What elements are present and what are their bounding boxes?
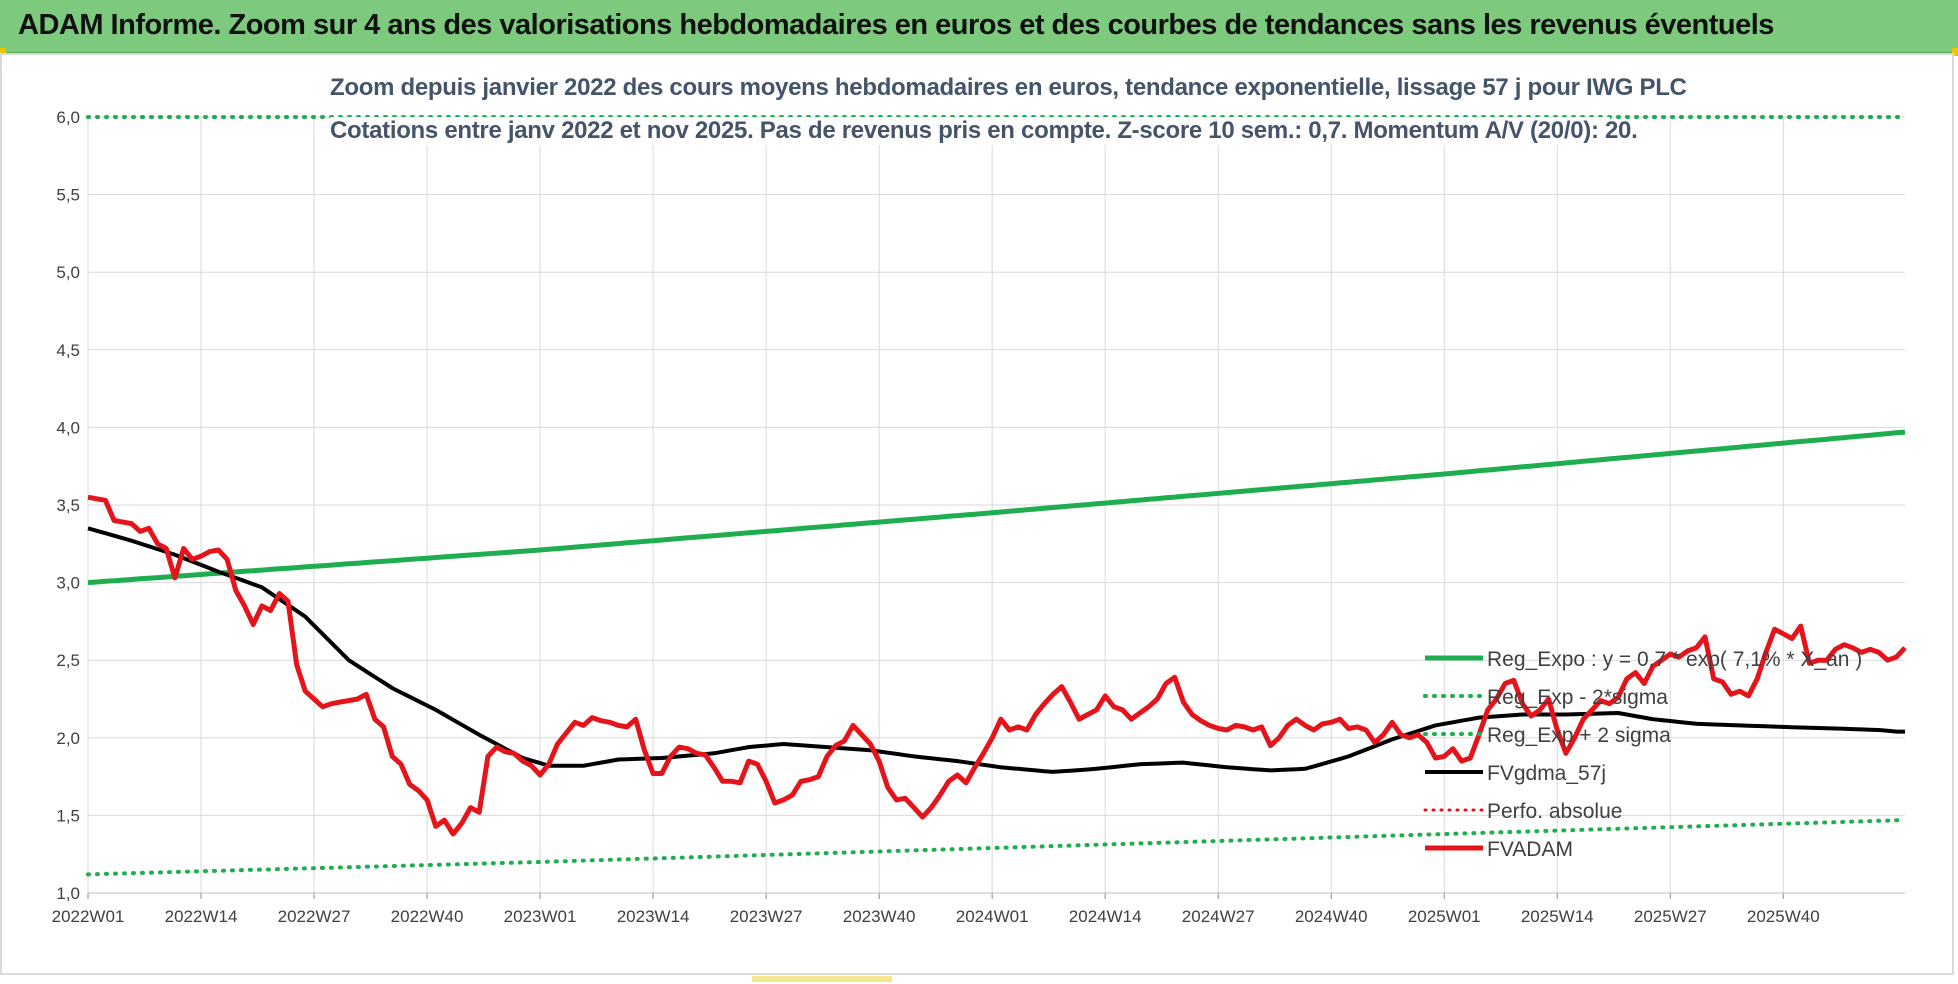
y-tick-label: 1,0 [56,884,80,903]
chart-subtitle: Cotations entre janv 2022 et nov 2025. P… [330,117,1638,145]
x-tick-label: 2025W40 [1747,907,1820,926]
x-tick-label: 2022W14 [165,907,238,926]
y-tick-label: 5,5 [56,186,80,205]
legend-label: Reg_Expo : y = 0,7 * exp( 7,1% * X_an ) [1487,648,1862,671]
y-tick-label: 3,5 [56,496,80,515]
x-tick-label: 2023W14 [617,907,690,926]
y-tick-label: 2,5 [56,651,80,670]
x-tick-label: 2025W14 [1521,907,1594,926]
x-tick-label: 2025W01 [1408,907,1481,926]
series-line-reg_expo-0 [87,429,1906,586]
legend-label: Reg_Exp + 2 sigma [1487,724,1671,747]
x-tick-label: 2023W40 [843,907,916,926]
legend-label: FVgdma_57j [1487,762,1606,785]
legend-label: FVADAM [1487,838,1573,861]
x-tick-label: 2024W27 [1182,907,1255,926]
x-tick-label: 2022W40 [391,907,464,926]
x-tick-label: 2024W40 [1295,907,1368,926]
series-line-fvadam-5 [87,494,1907,837]
x-tick-label: 2023W27 [730,907,803,926]
corner-marker-left [0,48,6,56]
y-tick-label: 4,5 [56,341,80,360]
series-line-fvgdma_57j-3 [87,526,1905,774]
x-tick-label: 2022W27 [278,907,351,926]
x-tick-label: 2025W27 [1634,907,1707,926]
series-line-reg_exp-1 [86,818,1907,877]
corner-marker-right [1952,48,1958,56]
x-tick-label: 2023W01 [504,907,577,926]
x-tick-label: 2024W14 [1069,907,1142,926]
chart-title: Zoom depuis janvier 2022 des cours moyen… [330,74,1687,102]
x-tick-label: 2024W01 [956,907,1029,926]
x-tick-label: 2022W01 [52,907,125,926]
report-banner: ADAM Informe. Zoom sur 4 ans des valoris… [0,0,1958,53]
y-tick-label: 4,0 [56,418,80,437]
report-title: ADAM Informe. Zoom sur 4 ans des valoris… [18,9,1774,41]
legend-label: Reg_Exp - 2*sigma [1487,686,1668,709]
legend-label: Perfo. absolue [1487,800,1622,823]
y-tick-label: 2,0 [56,729,80,748]
y-tick-label: 5,0 [56,263,80,282]
bottom-scroll-marker [752,976,892,982]
y-tick-label: 1,5 [56,806,80,825]
y-tick-label: 3,0 [56,574,80,593]
y-tick-label: 6,0 [56,108,80,127]
